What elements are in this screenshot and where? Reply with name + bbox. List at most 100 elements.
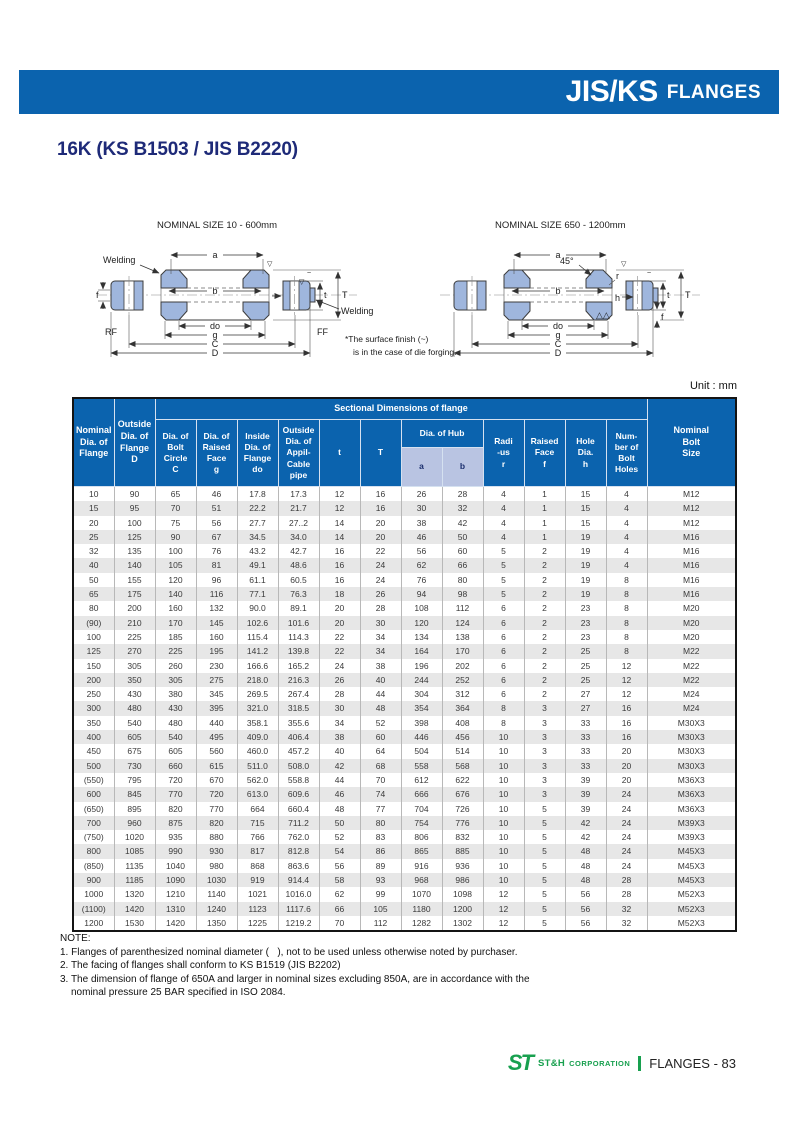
table-cell: 2	[523, 601, 566, 616]
table-cell: M45X3	[646, 873, 737, 888]
table-cell: 2	[523, 558, 566, 573]
table-row: (90) 210 170 145 102.6 101.6 20 30 120 124 6 2 23 8 M2…	[72, 615, 737, 630]
col-header-outside-dia: Outside Dia. of Flange D	[113, 397, 156, 487]
table-cell: 5	[523, 858, 566, 874]
table-row: 500 730 660 615 511.0 508.0 42 68 558 568 10 3 33 20 M…	[72, 758, 737, 773]
table-cell: 20	[72, 515, 115, 530]
table-cell: 105	[154, 558, 197, 573]
table-cell: 540	[154, 730, 197, 745]
angle-45-label: 45°	[560, 256, 574, 266]
table-cell: 2	[523, 544, 566, 559]
table-cell: 5	[523, 901, 566, 916]
table-cell: 135	[113, 544, 156, 559]
table-cell: 10	[482, 873, 525, 888]
table-cell: 409.0	[236, 730, 279, 745]
table-cell: 1040	[154, 858, 197, 874]
table-cell: 568	[441, 758, 484, 773]
table-cell: 350	[72, 715, 115, 731]
dim-label-t: t	[667, 290, 670, 300]
table-cell: 622	[441, 772, 484, 788]
table-cell: 4	[605, 486, 648, 502]
flange-dimensions-table: Nominal Dia. of Flange Outside Dia. of F…	[72, 397, 737, 933]
table-cell: 108	[400, 601, 443, 616]
table-cell: 935	[154, 830, 197, 845]
table-cell: 39	[564, 801, 607, 816]
table-row: 450 675 605 560 460.0 457.2 40 64 504 514 10 3 33 20 M…	[72, 744, 737, 759]
table-cell: 160	[195, 629, 238, 645]
dim-label-D: D	[212, 348, 219, 358]
table-cell: 125	[72, 644, 115, 659]
dim-label-f: f	[661, 312, 664, 322]
table-cell: 34	[359, 644, 402, 659]
table-cell: 450	[72, 744, 115, 759]
table-cell: 4	[605, 529, 648, 545]
notes-title: NOTE:	[60, 933, 91, 944]
table-row: 15 95 70 51 22.2 21.7 12 16 30 32 4 1 15 4 M12	[72, 501, 737, 516]
table-cell: 6	[482, 672, 525, 688]
diagram-right-caption: NOMINAL SIZE 650 - 1200mm	[495, 220, 626, 231]
table-cell: 812.8	[277, 844, 320, 859]
table-cell: 880	[195, 830, 238, 845]
table-cell: 1420	[113, 901, 156, 916]
table-cell: 44	[318, 772, 361, 788]
welding-label-top: Welding	[103, 255, 135, 265]
table-cell: 345	[195, 687, 238, 702]
company-name: ST&H	[538, 1057, 566, 1069]
table-cell: 670	[195, 772, 238, 788]
table-cell: 1020	[113, 830, 156, 845]
table-cell: 19	[564, 544, 607, 559]
table-cell: M16	[646, 529, 737, 545]
table-cell: 508.0	[277, 758, 320, 773]
table-cell: M16	[646, 587, 737, 602]
table-row: 40 140 105 81 49.1 48.6 16 24 62 66 5 2 19 4 M16	[72, 558, 737, 573]
table-cell: M12	[646, 515, 737, 530]
table-cell: M20	[646, 601, 737, 616]
table-cell: 609.6	[277, 787, 320, 802]
table-cell: M22	[646, 644, 737, 659]
table-cell: 1140	[195, 887, 238, 902]
table-cell: 60.5	[277, 572, 320, 588]
table-cell: M39X3	[646, 830, 737, 845]
table-cell: 14	[318, 529, 361, 545]
dim-label-g: g	[555, 330, 560, 340]
table-cell: 75	[154, 515, 197, 530]
table-cell: 83	[359, 830, 402, 845]
table-cell: 112	[441, 601, 484, 616]
col-header-hub-b: b	[441, 447, 484, 487]
table-cell: 23	[564, 629, 607, 645]
dim-label-T: T	[342, 290, 348, 300]
dim-label-b: b	[212, 286, 217, 296]
table-cell: 1302	[441, 915, 484, 932]
table-cell: 770	[154, 787, 197, 802]
table-cell: 43.2	[236, 544, 279, 559]
table-cell: M16	[646, 558, 737, 573]
table-cell: 38	[318, 730, 361, 745]
table-cell: 2	[523, 644, 566, 659]
dim-label-f: f	[96, 290, 99, 300]
table-cell: M16	[646, 544, 737, 559]
col-header-t: t	[318, 419, 361, 487]
table-cell: 120	[154, 572, 197, 588]
table-cell: 34	[318, 715, 361, 731]
group-header-sectional-dimensions: Sectional Dimensions of flange	[154, 397, 648, 420]
table-cell: 62	[400, 558, 443, 573]
table-cell: 6	[482, 629, 525, 645]
table-cell: 105	[359, 901, 402, 916]
table-cell: 23	[564, 615, 607, 630]
table-cell: M36X3	[646, 772, 737, 788]
table-cell: 12	[482, 915, 525, 932]
table-cell: 76	[195, 544, 238, 559]
table-cell: 12	[605, 687, 648, 702]
table-cell: 145	[195, 615, 238, 630]
col-header-inside-dia: Inside Dia. of Flange do	[236, 419, 279, 487]
table-cell: 86	[359, 844, 402, 859]
table-cell: 17.8	[236, 486, 279, 502]
table-cell: 96	[195, 572, 238, 588]
table-cell: 305	[113, 658, 156, 673]
table-cell: 24	[359, 558, 402, 573]
table-cell: 50	[318, 815, 361, 831]
col-header-hub-a: a	[400, 447, 443, 487]
table-cell: 56	[400, 544, 443, 559]
surface-finish-note: *The surface finish (~) is in the case o…	[345, 333, 456, 359]
table-cell: (850)	[72, 858, 115, 874]
